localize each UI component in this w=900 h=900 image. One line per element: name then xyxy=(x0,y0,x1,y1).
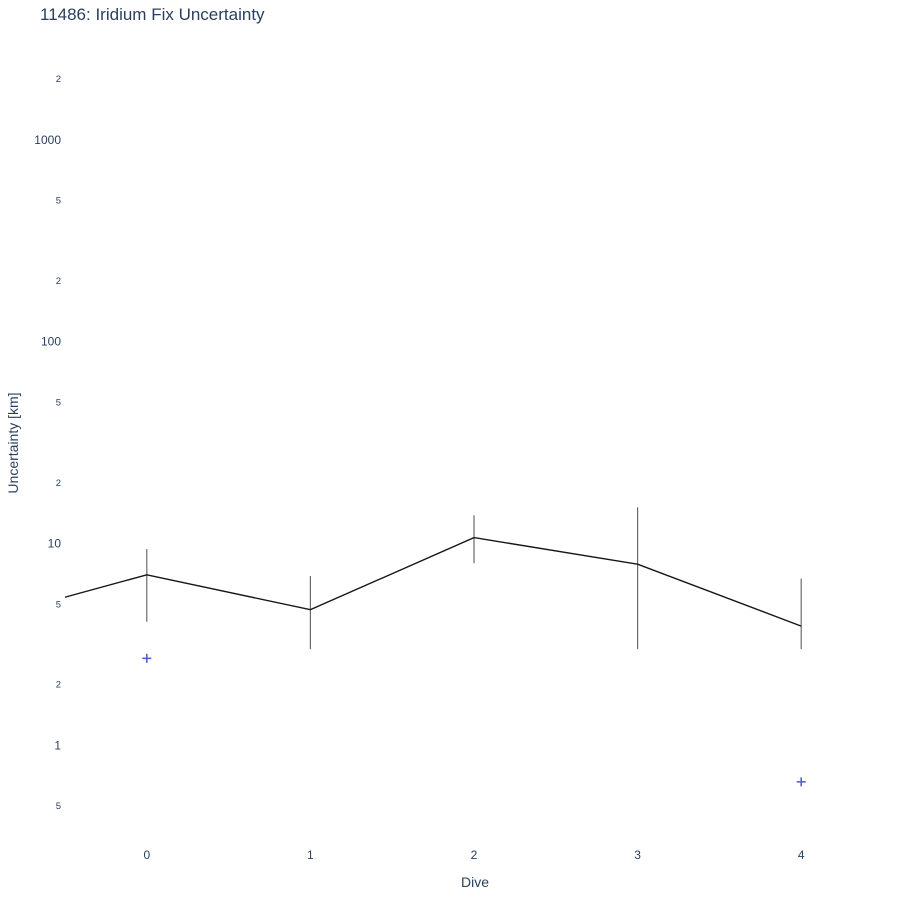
y-tick-label: 1000 xyxy=(34,133,61,147)
outlier-plus-markers xyxy=(142,653,806,787)
x-tick-label: 4 xyxy=(798,848,805,862)
y-tick-label: 2 xyxy=(56,478,61,489)
y-tick-label: 5 xyxy=(56,196,61,207)
x-tick-label: 0 xyxy=(143,848,150,862)
chart-title: 11486: Iridium Fix Uncertainty xyxy=(40,5,265,24)
x-tick-label: 3 xyxy=(634,848,641,862)
y-tick-label: 5 xyxy=(56,397,61,408)
y-tick-label: 2 xyxy=(56,680,61,691)
x-tick-label: 1 xyxy=(307,848,314,862)
y-tick-label: 2 xyxy=(56,276,61,287)
x-axis-title: Dive xyxy=(460,874,490,890)
y-tick-label: 5 xyxy=(56,599,61,610)
y-tick-label: 10 xyxy=(48,537,62,551)
y-tick-label: 1 xyxy=(54,738,61,752)
y-tick-label: 100 xyxy=(41,335,61,349)
iridium-fix-uncertainty-line xyxy=(65,507,802,650)
y-axis-title: Uncertainty [km] xyxy=(5,392,21,494)
y-tick-label: 5 xyxy=(56,801,61,812)
y-tick-label: 2 xyxy=(56,74,61,85)
x-tick-label: 2 xyxy=(471,848,478,862)
